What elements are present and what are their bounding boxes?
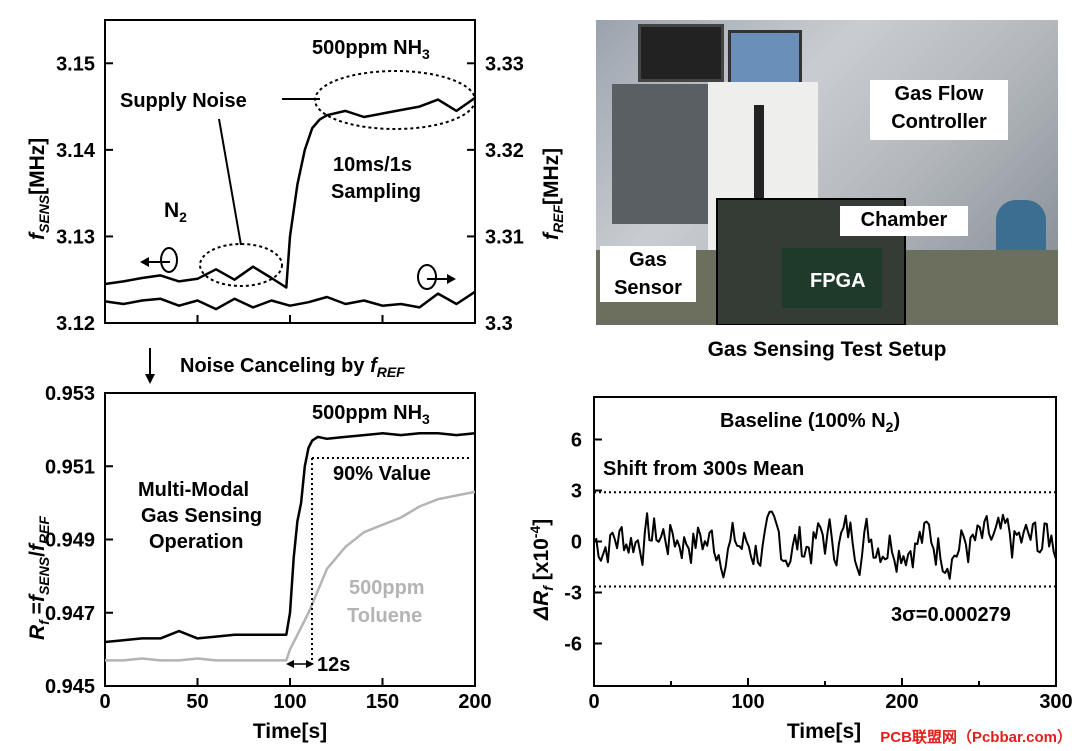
x-tick-label: 0 — [588, 691, 599, 713]
test-setup-photo: Gas Flow Controller Chamber Gas Sensor F… — [596, 20, 1058, 325]
y-tick-label: -3 — [564, 583, 582, 605]
caption-gas-flow-2: Controller — [891, 111, 987, 133]
y-tick-label: -6 — [564, 634, 582, 656]
watermark: PCB联盟网（Pcbbar.com） — [880, 729, 1072, 746]
y-tick-label: 0.947 — [45, 603, 95, 625]
plot-frame — [104, 19, 476, 324]
annotation-sampling-2: Sampling — [331, 181, 421, 203]
left-y-tick-label: 3.12 — [56, 313, 95, 335]
annotation-supply-noise: Supply Noise — [120, 90, 247, 112]
left-axis-indicator — [140, 247, 178, 273]
photo-title: Gas Sensing Test Setup — [708, 338, 947, 361]
x-tick-label: 200 — [458, 691, 491, 713]
x-tick-label: 300 — [1039, 691, 1072, 713]
bottom-left-y-axis-label: Rf =fSENS/fREF — [26, 516, 52, 640]
noise-canceling-label: Noise Canceling by fREF — [145, 348, 405, 384]
y-tick-label: 0.949 — [45, 530, 95, 552]
x-tick-label: 50 — [186, 691, 208, 713]
annotation-delay: 12s — [317, 654, 350, 676]
caption-gas-sensor: Gas Sensor — [600, 246, 696, 302]
annotation-n2: N2 — [164, 199, 187, 225]
series-line-baseline — [593, 510, 1057, 580]
series-line-500ppm-toluene — [105, 490, 476, 662]
y-tick-label: 0 — [571, 532, 582, 554]
left-y-tick-label: 3.13 — [56, 226, 95, 248]
annotation-toluene-1: 500ppm — [349, 577, 425, 599]
x-tick-label: 100 — [731, 691, 764, 713]
plot-frame — [593, 396, 1057, 687]
bottom-right-y-axis-label: ΔRf [x10-4] — [527, 519, 556, 621]
y-tick-label: 6 — [571, 430, 582, 452]
annotation-shift: Shift from 300s Mean — [603, 458, 804, 480]
x-tick-label: 100 — [273, 691, 306, 713]
highlight-supply-noise — [199, 243, 283, 287]
caption-chamber: Chamber — [840, 206, 968, 236]
cabinet-slot — [754, 105, 764, 225]
x-tick-label: 150 — [366, 691, 399, 713]
supply-noise-pointer-lower — [218, 118, 242, 246]
bottom-right-x-axis-label: Time[s] — [787, 720, 861, 743]
left-y-tick-label: 3.14 — [56, 140, 96, 162]
caption-gas-flow-1: Gas Flow — [894, 83, 984, 105]
delay-arrow — [286, 660, 314, 668]
annotation-multi-modal-2: Gas Sensing — [141, 505, 262, 527]
left-y-tick-label: 3.15 — [56, 53, 95, 75]
annotation-ninety: 90% Value — [333, 463, 431, 485]
laptop-left — [638, 24, 724, 82]
panel-bottom-right: 6 3 0 -3 -6 0 100 200 300 Baseline (100% N2) Shi… — [527, 396, 1073, 743]
annotation-sigma: 3σ=0.000279 — [891, 604, 1011, 626]
series-line-500ppm-nh3 — [104, 432, 476, 644]
annotation-multi-modal-1: Multi-Modal — [138, 479, 249, 501]
right-y-tick-label: 3.32 — [485, 140, 524, 162]
caption-gas-sensor-2: Sensor — [614, 277, 682, 299]
series-line-fref — [104, 290, 476, 311]
y-tick-label: 0.953 — [45, 383, 95, 405]
fpga-board — [782, 248, 882, 308]
annotation-toluene-2: Toluene — [347, 605, 422, 627]
instrument-stack — [612, 84, 710, 224]
annotation-multi-modal-3: Operation — [149, 531, 243, 553]
bottom-left-x-axis-label: Time[s] — [253, 720, 327, 743]
annotation-ammonia-bottom: 500ppm NH3 — [312, 402, 430, 427]
annotation-sampling-1: 10ms/1s — [333, 154, 412, 176]
caption-fpga: FPGA — [810, 270, 866, 292]
y-tick-label: 0.951 — [45, 456, 95, 478]
right-y-axis-label: fREF[MHz] — [540, 148, 566, 240]
right-y-tick-label: 3.33 — [485, 53, 524, 75]
x-tick-label: 200 — [885, 691, 918, 713]
baseline-title: Baseline (100% N2) — [720, 410, 900, 435]
left-y-axis-label: fSENS[MHz] — [26, 138, 52, 240]
x-tick-label: 0 — [99, 691, 110, 713]
annotation-ammonia: 500ppm NH3 — [312, 37, 430, 62]
laptop-right — [728, 30, 802, 86]
panel-top-left: 3.15 3.14 3.13 3.12 3.33 3.32 3.31 3.3 500ppm N… — [26, 19, 566, 335]
right-y-tick-label: 3.31 — [485, 226, 524, 248]
noise-canceling-text: Noise Canceling by fREF — [180, 355, 405, 380]
caption-gas-sensor-1: Gas — [629, 249, 667, 271]
caption-gas-flow: Gas Flow Controller — [870, 80, 1008, 140]
series-line-fsens — [104, 96, 476, 289]
highlight-ammonia — [314, 70, 476, 130]
y-tick-label: 3 — [571, 481, 582, 503]
y-tick-label: 0.945 — [45, 676, 95, 698]
right-axis-indicator — [417, 264, 456, 290]
right-y-tick-label: 3.3 — [485, 313, 513, 335]
